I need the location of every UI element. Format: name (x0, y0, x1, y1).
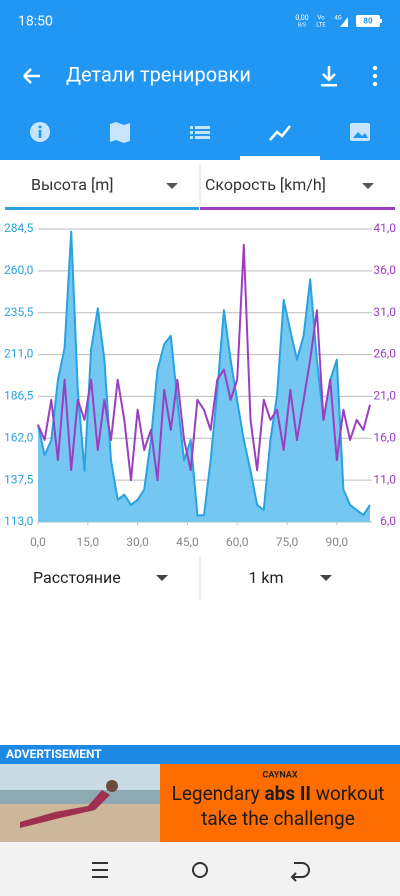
left-series-underline (5, 207, 199, 210)
ad-sea (0, 790, 160, 804)
line (37, 243, 371, 482)
tab-chart[interactable] (269, 125, 291, 141)
x-tick-label: 75,0 (276, 535, 299, 549)
right-series-underline (200, 207, 395, 210)
list-line (195, 126, 210, 129)
photo-frame (350, 123, 370, 141)
dropdown-arrow (320, 575, 332, 581)
ad-label-bg (0, 745, 400, 764)
y2-tick-label: 6,0 (380, 514, 396, 528)
y2-tick-label: 41,0 (373, 221, 396, 235)
info-dot (38, 125, 42, 129)
tab-info[interactable] (30, 122, 50, 142)
area-fill (38, 231, 370, 522)
dropdown-arrow (156, 575, 168, 581)
ad-label: ADVERTISEMENT (6, 747, 102, 761)
list-bullet (190, 126, 193, 129)
y-tick-label: 260,0 (4, 263, 34, 277)
ad-banner[interactable]: CAYNAX Legendary abs II workout take the… (0, 764, 400, 842)
y-tick-label: 211,0 (4, 347, 34, 361)
list-line (195, 136, 210, 139)
nav-back[interactable] (290, 862, 310, 882)
tab-photo[interactable] (350, 123, 370, 141)
x-tick-label: 45,0 (176, 535, 199, 549)
left-series-name: Высота [m] (31, 175, 113, 194)
dot (372, 65, 378, 71)
tab-list[interactable] (190, 126, 210, 139)
y2-tick-label: 16,0 (373, 430, 396, 444)
status-time: 18:50 (18, 14, 53, 30)
battery-level: 80 (363, 17, 373, 26)
right-series-selector[interactable]: Скорость [km/h] (205, 175, 374, 194)
y-tick-label: 162,0 (4, 430, 34, 444)
net-speed: 0,00 (295, 14, 308, 22)
volte-top: Vo (317, 15, 325, 22)
battery-icon (356, 15, 380, 27)
y-tick-label: 137,5 (4, 472, 34, 486)
y2-tick-label: 36,0 (373, 263, 396, 277)
active-tab-indicator (240, 156, 320, 160)
list-bullet (190, 131, 193, 134)
tab-map[interactable] (110, 122, 130, 143)
x-tick-label: 0,0 (30, 535, 46, 549)
y-tick-label: 235,5 (4, 305, 34, 319)
y2-tick-label: 26,0 (373, 347, 396, 361)
y-tick-label: 113,0 (4, 514, 34, 528)
y2-tick-label: 21,0 (373, 389, 396, 403)
dot (372, 81, 378, 87)
list-bullet (190, 136, 193, 139)
ad-panel (160, 764, 400, 842)
network: 4G (334, 15, 341, 22)
x-tick-label: 30,0 (126, 535, 149, 549)
ad-headline-part: Legendary (172, 782, 260, 805)
dot (372, 73, 378, 79)
back-button[interactable] (23, 68, 40, 84)
dropdown-arrow (166, 183, 178, 189)
interval-selector[interactable]: 1 km (248, 568, 332, 587)
chart: 113,0 137,5 162,0 186,5 211,0 235,5 260,0 284,5… (4, 221, 396, 549)
x-tick-label: 60,0 (226, 535, 249, 549)
net-unit: B/S (298, 22, 306, 28)
ad-tagline: take the challenge (201, 807, 355, 830)
right-series-name: Скорость [km/h] (205, 175, 326, 194)
photo-mountain (353, 132, 368, 138)
ad-sky (0, 764, 160, 790)
y-tick-label: 186,5 (4, 389, 34, 403)
download-base (321, 84, 337, 87)
nav-home[interactable] (192, 862, 208, 878)
app-title: Детали тренировки (66, 62, 251, 86)
left-series-selector[interactable]: Высота [m] (31, 175, 178, 194)
x-tick-label: 15,0 (77, 535, 100, 549)
ad-figure-head (106, 780, 118, 792)
download-button[interactable] (321, 66, 337, 87)
x-tick-label: 90,0 (326, 535, 349, 549)
download-arrow (322, 66, 336, 82)
nav-menu[interactable] (92, 862, 108, 878)
y2-tick-label: 31,0 (373, 305, 396, 319)
x-axis-selector[interactable]: Расстояние (33, 568, 168, 587)
list-line (195, 131, 210, 134)
y-tick-label: 284,5 (4, 221, 34, 235)
ad-figure (20, 790, 110, 828)
battery-tip (380, 19, 382, 23)
ad-brand: CAYNAX (262, 770, 297, 780)
y2-tick-label: 11,0 (373, 472, 396, 486)
interval-value: 1 km (248, 568, 283, 587)
info-stem (38, 130, 42, 138)
nav-bar (0, 842, 400, 896)
dropdown-arrow (362, 183, 374, 189)
ad-headline-part: workout (316, 782, 385, 805)
volte-bottom: LTE (316, 22, 326, 29)
ad-headline: Legendary abs II workout (172, 782, 385, 805)
x-axis-name: Расстояние (33, 568, 121, 587)
signal-icon (340, 17, 348, 27)
ad-headline-bold: abs II (265, 782, 311, 805)
menu-button[interactable] (372, 65, 378, 87)
